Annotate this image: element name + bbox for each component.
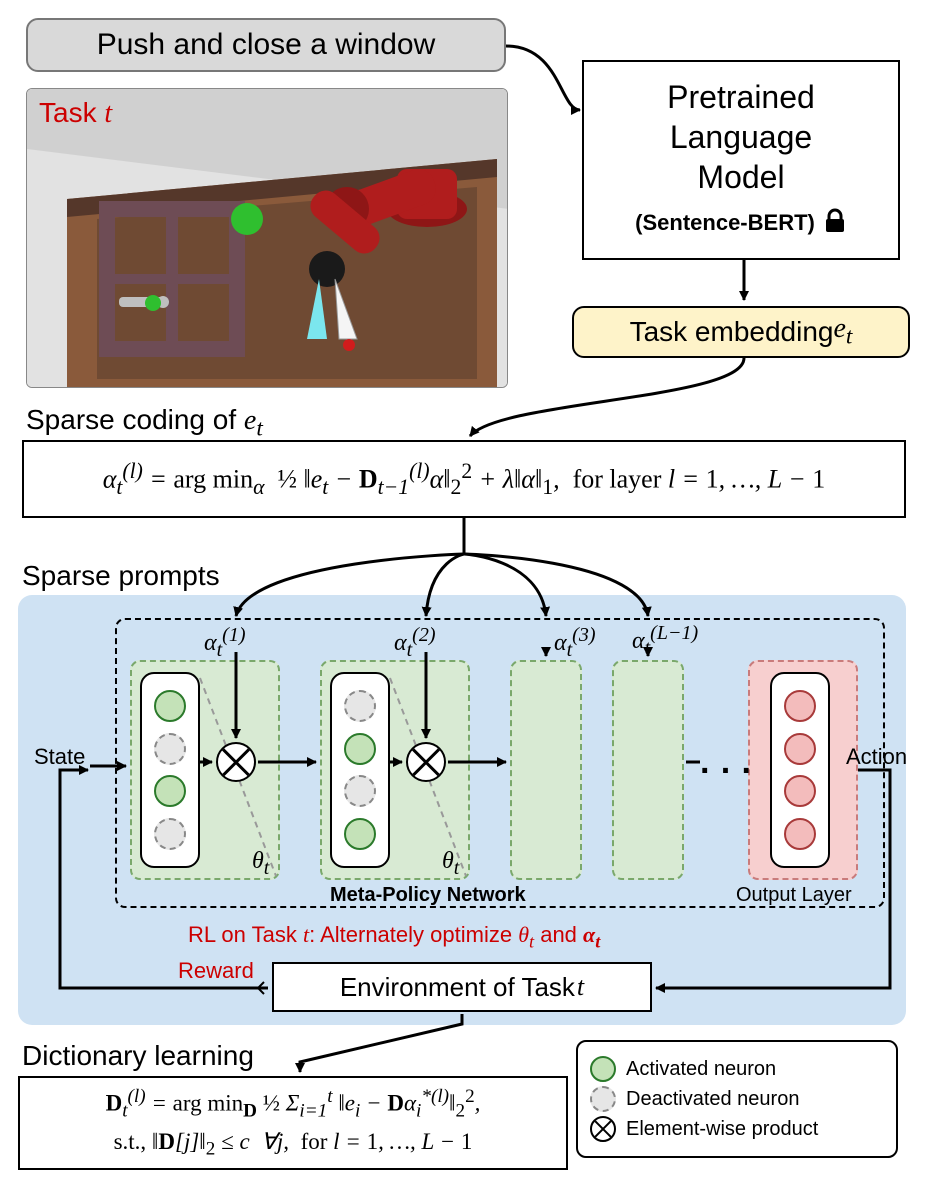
dictionary-formula: Dt(l) = arg minD ½ Σi=1t ‖ei − Dαi*(l)‖2… bbox=[18, 1076, 568, 1170]
alpha-3: αt(3) bbox=[554, 624, 596, 662]
ellipsis: · · · bbox=[700, 752, 753, 791]
environment-box: Environment of Task t bbox=[272, 962, 652, 1012]
neuron-col-2 bbox=[330, 672, 390, 868]
legend-otimes-label: Element-wise product bbox=[626, 1118, 818, 1141]
output-layer-label: Output Layer bbox=[736, 884, 852, 907]
state-label: State bbox=[34, 744, 85, 770]
dictionary-title: Dictionary learning bbox=[22, 1040, 254, 1072]
lm-subtitle: (Sentence-BERT) bbox=[635, 209, 815, 237]
deactivated-neuron-icon bbox=[590, 1086, 616, 1112]
pretrained-lm-box: Pretrained Language Model (Sentence-BERT… bbox=[582, 60, 900, 260]
neuron bbox=[154, 818, 186, 850]
neuron-col-1 bbox=[140, 672, 200, 868]
neuron bbox=[344, 818, 376, 850]
alpha-2: αt(2) bbox=[394, 624, 436, 662]
reward-label: Reward bbox=[178, 958, 254, 984]
legend-row-inactive: Deactivated neuron bbox=[590, 1086, 884, 1112]
env-var: t bbox=[577, 972, 584, 1002]
lm-line-3: Model bbox=[697, 157, 784, 197]
sparse-coding-formula-text: αt(l) = arg minα ½ ‖et − Dt−1(l)α‖22 + λ… bbox=[103, 459, 826, 500]
sparse-coding-formula: αt(l) = arg minα ½ ‖et − Dt−1(l)α‖22 + λ… bbox=[22, 440, 906, 518]
dict-line-1: Dt(l) = arg minD ½ Σi=1t ‖ei − Dαi*(l)‖2… bbox=[106, 1083, 481, 1125]
neuron bbox=[344, 733, 376, 765]
theta-2: θt bbox=[442, 848, 459, 880]
elementwise-product-icon bbox=[590, 1116, 616, 1142]
layer-3 bbox=[510, 660, 582, 880]
lock-icon bbox=[823, 203, 847, 243]
elementwise-product-1 bbox=[216, 742, 256, 782]
embedding-var: et bbox=[833, 313, 852, 351]
task-t-label: Task t bbox=[39, 97, 112, 130]
activated-neuron-icon bbox=[590, 1056, 616, 1082]
diagram-canvas: Push and close a window bbox=[0, 0, 925, 1179]
neuron bbox=[344, 690, 376, 722]
dict-line-2: s.t., ‖D[j]‖2 ≤ c ∀j, for l = 1, …, L − … bbox=[114, 1125, 473, 1163]
sparse-coding-title: Sparse coding of et bbox=[26, 404, 263, 443]
task-prompt: Push and close a window bbox=[26, 18, 506, 72]
neuron bbox=[344, 775, 376, 807]
alpha-1: αt(1) bbox=[204, 624, 246, 662]
neuron bbox=[154, 775, 186, 807]
layer-4 bbox=[612, 660, 684, 880]
neuron bbox=[784, 775, 816, 807]
rl-optimize-line: RL on Task t: Alternately optimize θt an… bbox=[188, 922, 600, 952]
output-col bbox=[770, 672, 830, 868]
env-label: Environment of Task bbox=[340, 972, 575, 1003]
task-scene: Task t bbox=[26, 88, 508, 388]
neuron bbox=[784, 733, 816, 765]
legend-inactive-label: Deactivated neuron bbox=[626, 1088, 799, 1111]
neuron bbox=[154, 733, 186, 765]
alpha-L: αt(L−1) bbox=[632, 622, 698, 660]
legend-active-label: Activated neuron bbox=[626, 1058, 776, 1081]
meta-policy-label: Meta-Policy Network bbox=[330, 884, 526, 907]
embedding-label: Task embedding bbox=[630, 316, 834, 348]
neuron bbox=[154, 690, 186, 722]
legend-row-otimes: Element-wise product bbox=[590, 1116, 884, 1142]
neuron bbox=[784, 818, 816, 850]
neuron bbox=[784, 690, 816, 722]
lm-line-2: Language bbox=[670, 117, 812, 157]
sparse-prompts-title: Sparse prompts bbox=[22, 560, 220, 592]
legend-row-active: Activated neuron bbox=[590, 1056, 884, 1082]
theta-1: θt bbox=[252, 848, 269, 880]
legend: Activated neuron Deactivated neuron Elem… bbox=[576, 1040, 898, 1158]
task-prompt-text: Push and close a window bbox=[97, 28, 436, 62]
action-label: Action bbox=[846, 744, 907, 770]
elementwise-product-2 bbox=[406, 742, 446, 782]
task-embedding-box: Task embedding et bbox=[572, 306, 910, 358]
lm-line-1: Pretrained bbox=[667, 77, 815, 117]
